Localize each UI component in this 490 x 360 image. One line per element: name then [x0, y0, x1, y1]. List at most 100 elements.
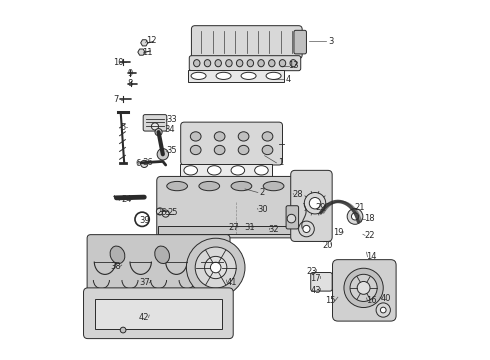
Circle shape: [120, 327, 126, 333]
Text: 2: 2: [260, 188, 265, 197]
Bar: [180, 163, 272, 177]
Text: 10: 10: [113, 58, 123, 67]
Ellipse shape: [207, 166, 221, 175]
Circle shape: [304, 193, 326, 214]
Polygon shape: [138, 49, 145, 55]
Text: 33: 33: [167, 115, 177, 124]
Text: 3: 3: [328, 37, 333, 46]
Text: 6: 6: [135, 159, 141, 168]
Text: 15: 15: [325, 296, 336, 305]
FancyBboxPatch shape: [157, 176, 301, 238]
Text: 1: 1: [278, 158, 283, 167]
FancyBboxPatch shape: [311, 273, 332, 291]
Text: 30: 30: [257, 205, 268, 214]
Ellipse shape: [262, 145, 273, 155]
Text: 5: 5: [120, 123, 125, 132]
Text: 32: 32: [268, 225, 279, 234]
Ellipse shape: [290, 60, 296, 67]
Text: 18: 18: [364, 214, 375, 223]
FancyBboxPatch shape: [87, 235, 230, 294]
Ellipse shape: [263, 181, 284, 191]
Ellipse shape: [191, 72, 206, 80]
Circle shape: [287, 214, 296, 223]
Text: 8: 8: [127, 79, 133, 88]
FancyBboxPatch shape: [291, 170, 332, 242]
FancyBboxPatch shape: [143, 114, 167, 131]
Circle shape: [162, 210, 169, 217]
Ellipse shape: [237, 60, 243, 67]
Ellipse shape: [167, 181, 188, 191]
Circle shape: [155, 129, 162, 136]
Text: 13: 13: [288, 61, 298, 70]
Bar: [188, 70, 284, 82]
Ellipse shape: [269, 60, 275, 67]
Circle shape: [195, 247, 236, 288]
Text: 23: 23: [307, 267, 318, 276]
Text: 26: 26: [157, 208, 168, 217]
Bar: [95, 299, 222, 329]
Text: 39: 39: [139, 216, 149, 225]
Ellipse shape: [262, 132, 273, 141]
Circle shape: [351, 213, 359, 220]
Circle shape: [141, 160, 148, 167]
Circle shape: [309, 198, 321, 209]
Text: 42: 42: [139, 313, 149, 322]
Ellipse shape: [214, 132, 225, 141]
Text: 28: 28: [293, 190, 303, 199]
FancyBboxPatch shape: [286, 206, 298, 229]
Bar: [158, 226, 300, 234]
Circle shape: [350, 274, 377, 301]
Ellipse shape: [231, 166, 245, 175]
Ellipse shape: [155, 246, 170, 264]
Ellipse shape: [199, 181, 220, 191]
FancyBboxPatch shape: [294, 30, 306, 54]
FancyBboxPatch shape: [83, 288, 233, 339]
Ellipse shape: [247, 60, 253, 67]
Text: 19: 19: [333, 228, 344, 237]
Text: 9: 9: [127, 69, 133, 78]
Polygon shape: [141, 40, 148, 46]
Ellipse shape: [194, 60, 200, 67]
Text: 40: 40: [381, 294, 392, 303]
Circle shape: [347, 208, 363, 224]
Text: 17: 17: [311, 274, 321, 283]
FancyBboxPatch shape: [189, 56, 301, 71]
Text: 12: 12: [146, 36, 157, 45]
Ellipse shape: [214, 145, 225, 155]
Text: 14: 14: [367, 252, 377, 261]
Ellipse shape: [204, 60, 211, 67]
Text: 16: 16: [367, 296, 377, 305]
Text: 22: 22: [364, 231, 374, 240]
Circle shape: [298, 221, 314, 237]
Ellipse shape: [184, 166, 197, 175]
Ellipse shape: [110, 246, 125, 264]
Circle shape: [156, 208, 164, 215]
FancyBboxPatch shape: [192, 26, 302, 59]
Circle shape: [357, 282, 370, 294]
Ellipse shape: [238, 145, 249, 155]
Text: 25: 25: [168, 208, 178, 217]
Ellipse shape: [258, 60, 264, 67]
Ellipse shape: [231, 181, 252, 191]
Ellipse shape: [215, 60, 221, 67]
Ellipse shape: [190, 145, 201, 155]
Text: 43: 43: [311, 285, 321, 294]
Ellipse shape: [190, 132, 201, 141]
Ellipse shape: [226, 60, 232, 67]
Text: 20: 20: [322, 240, 332, 249]
Text: 41: 41: [226, 278, 237, 287]
Text: 37: 37: [140, 278, 150, 287]
Text: 11: 11: [143, 48, 153, 57]
Ellipse shape: [216, 72, 231, 80]
Text: 34: 34: [165, 126, 175, 135]
FancyBboxPatch shape: [181, 122, 283, 165]
Ellipse shape: [266, 72, 281, 80]
Text: 4: 4: [285, 75, 291, 84]
Circle shape: [186, 238, 245, 297]
Ellipse shape: [255, 166, 268, 175]
Text: 27: 27: [228, 222, 239, 231]
Text: 24: 24: [121, 195, 132, 204]
Circle shape: [157, 149, 169, 160]
Text: 35: 35: [167, 146, 177, 155]
Circle shape: [380, 307, 386, 313]
